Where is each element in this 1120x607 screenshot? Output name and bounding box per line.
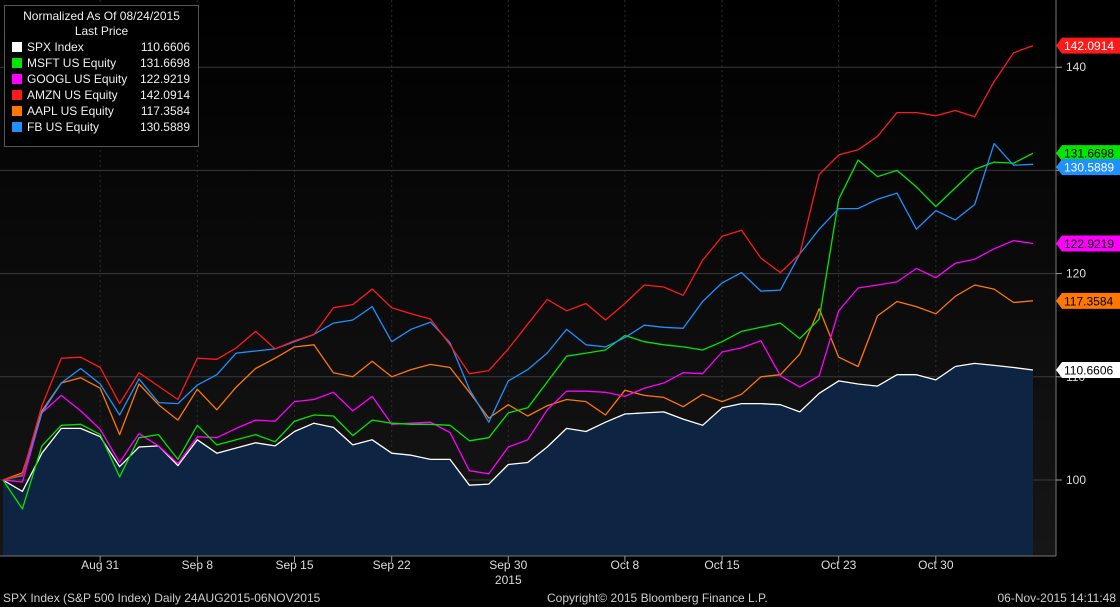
- legend-series-name: SPX Index: [27, 40, 84, 54]
- last-label-aapl: 117.3584: [1064, 294, 1113, 308]
- legend-series-value: 110.6606: [140, 40, 190, 54]
- legend-series-name: AMZN US Equity: [27, 88, 118, 102]
- legend-swatch: [12, 58, 22, 68]
- legend-series-name: GOOGL US Equity: [27, 72, 128, 86]
- last-label-bg-amzn: [1056, 37, 1120, 54]
- x-tick-label: Oct 8: [611, 558, 640, 572]
- legend-series-name: AAPL US Equity: [27, 104, 114, 118]
- x-axis-ticks: Aug 31 Sep 8 Sep 15 Sep 22 Sep 30 Oct 8 Oct 15…: [81, 556, 954, 587]
- x-tick-label: Oct 15: [704, 558, 740, 572]
- series-line-amzn: [2, 44, 1034, 481]
- legend-swatch: [12, 122, 22, 132]
- spx-area: [3, 363, 1033, 556]
- legend-series-value: 117.3584: [140, 104, 190, 118]
- legend-series-value: 142.0914: [139, 88, 190, 102]
- x-tick-label: Oct 30: [918, 558, 954, 572]
- legend-swatch: [12, 90, 22, 100]
- legend-series-value: 130.5889: [139, 120, 190, 134]
- x-tick-label: Sep 8: [182, 558, 214, 572]
- last-label-fb: 130.5889: [1064, 161, 1114, 175]
- footer-timestamp: 06-Nov-2015 14:11:48: [997, 591, 1116, 605]
- last-label-googl: 122.9219: [1064, 237, 1114, 251]
- last-label-bg-fb: [1056, 159, 1120, 176]
- legend-title: Normalized As Of 08/24/2015: [23, 9, 180, 23]
- legend-subtitle: Last Price: [74, 24, 129, 38]
- footer-copyright: Copyright© 2015 Bloomberg Finance L.P.: [547, 591, 768, 605]
- legend-series-name: FB US Equity: [27, 120, 100, 134]
- legend-swatch: [12, 74, 22, 84]
- y-tick-label: 140: [1066, 60, 1086, 74]
- legend-entry: GOOGL US Equity 122.9219: [5, 71, 198, 87]
- last-label-spx: 110.6606: [1064, 363, 1113, 377]
- footer-security: SPX Index (S&P 500 Index) Daily 24AUG201…: [3, 591, 321, 605]
- series-line-googl: [2, 239, 1034, 483]
- spx-area-fill: [3, 363, 1033, 556]
- series-line-msft: [2, 152, 1034, 510]
- last-label-bg-spx: [1056, 361, 1120, 378]
- x-tick-label: Sep 30: [489, 558, 527, 572]
- y-tick-label: 100: [1066, 473, 1086, 487]
- legend-entry: AAPL US Equity 117.3584: [5, 103, 198, 119]
- last-label-bg-aapl: [1056, 292, 1120, 309]
- legend: Normalized As Of 08/24/2015 Last Price S…: [4, 5, 199, 147]
- footer: SPX Index (S&P 500 Index) Daily 24AUG201…: [0, 590, 1120, 607]
- series-line-spx: [2, 362, 1034, 493]
- legend-series-value: 131.6698: [139, 56, 190, 70]
- legend-swatch: [12, 106, 22, 116]
- x-tick-label: Oct 23: [821, 558, 857, 572]
- last-label-bg-msft: [1056, 145, 1120, 162]
- y-axis-ticks: 100110120130140: [1056, 60, 1086, 487]
- legend-series-name: MSFT US Equity: [27, 56, 117, 70]
- legend-entry: FB US Equity 130.5889: [5, 119, 198, 135]
- legend-swatch: [12, 42, 22, 52]
- x-year-label: 2015: [495, 573, 522, 587]
- series-lines: [2, 44, 1034, 510]
- last-label-amzn: 142.0914: [1064, 39, 1114, 53]
- legend-entry: SPX Index 110.6606: [5, 39, 198, 55]
- series-line-fb: [2, 142, 1034, 481]
- x-tick-label: Sep 22: [373, 558, 411, 572]
- legend-entries: SPX Index 110.6606 MSFT US Equity 131.6698 G…: [5, 39, 198, 135]
- x-tick-label: Sep 15: [275, 558, 313, 572]
- legend-series-value: 122.9219: [139, 72, 190, 86]
- legend-entry: MSFT US Equity 131.6698: [5, 55, 198, 71]
- y-tick-label: 120: [1066, 267, 1086, 281]
- last-label-msft: 131.6698: [1064, 147, 1114, 161]
- x-tick-label: Aug 31: [81, 558, 119, 572]
- last-label-bg-googl: [1056, 235, 1120, 252]
- legend-entry: AMZN US Equity 142.0914: [5, 87, 198, 103]
